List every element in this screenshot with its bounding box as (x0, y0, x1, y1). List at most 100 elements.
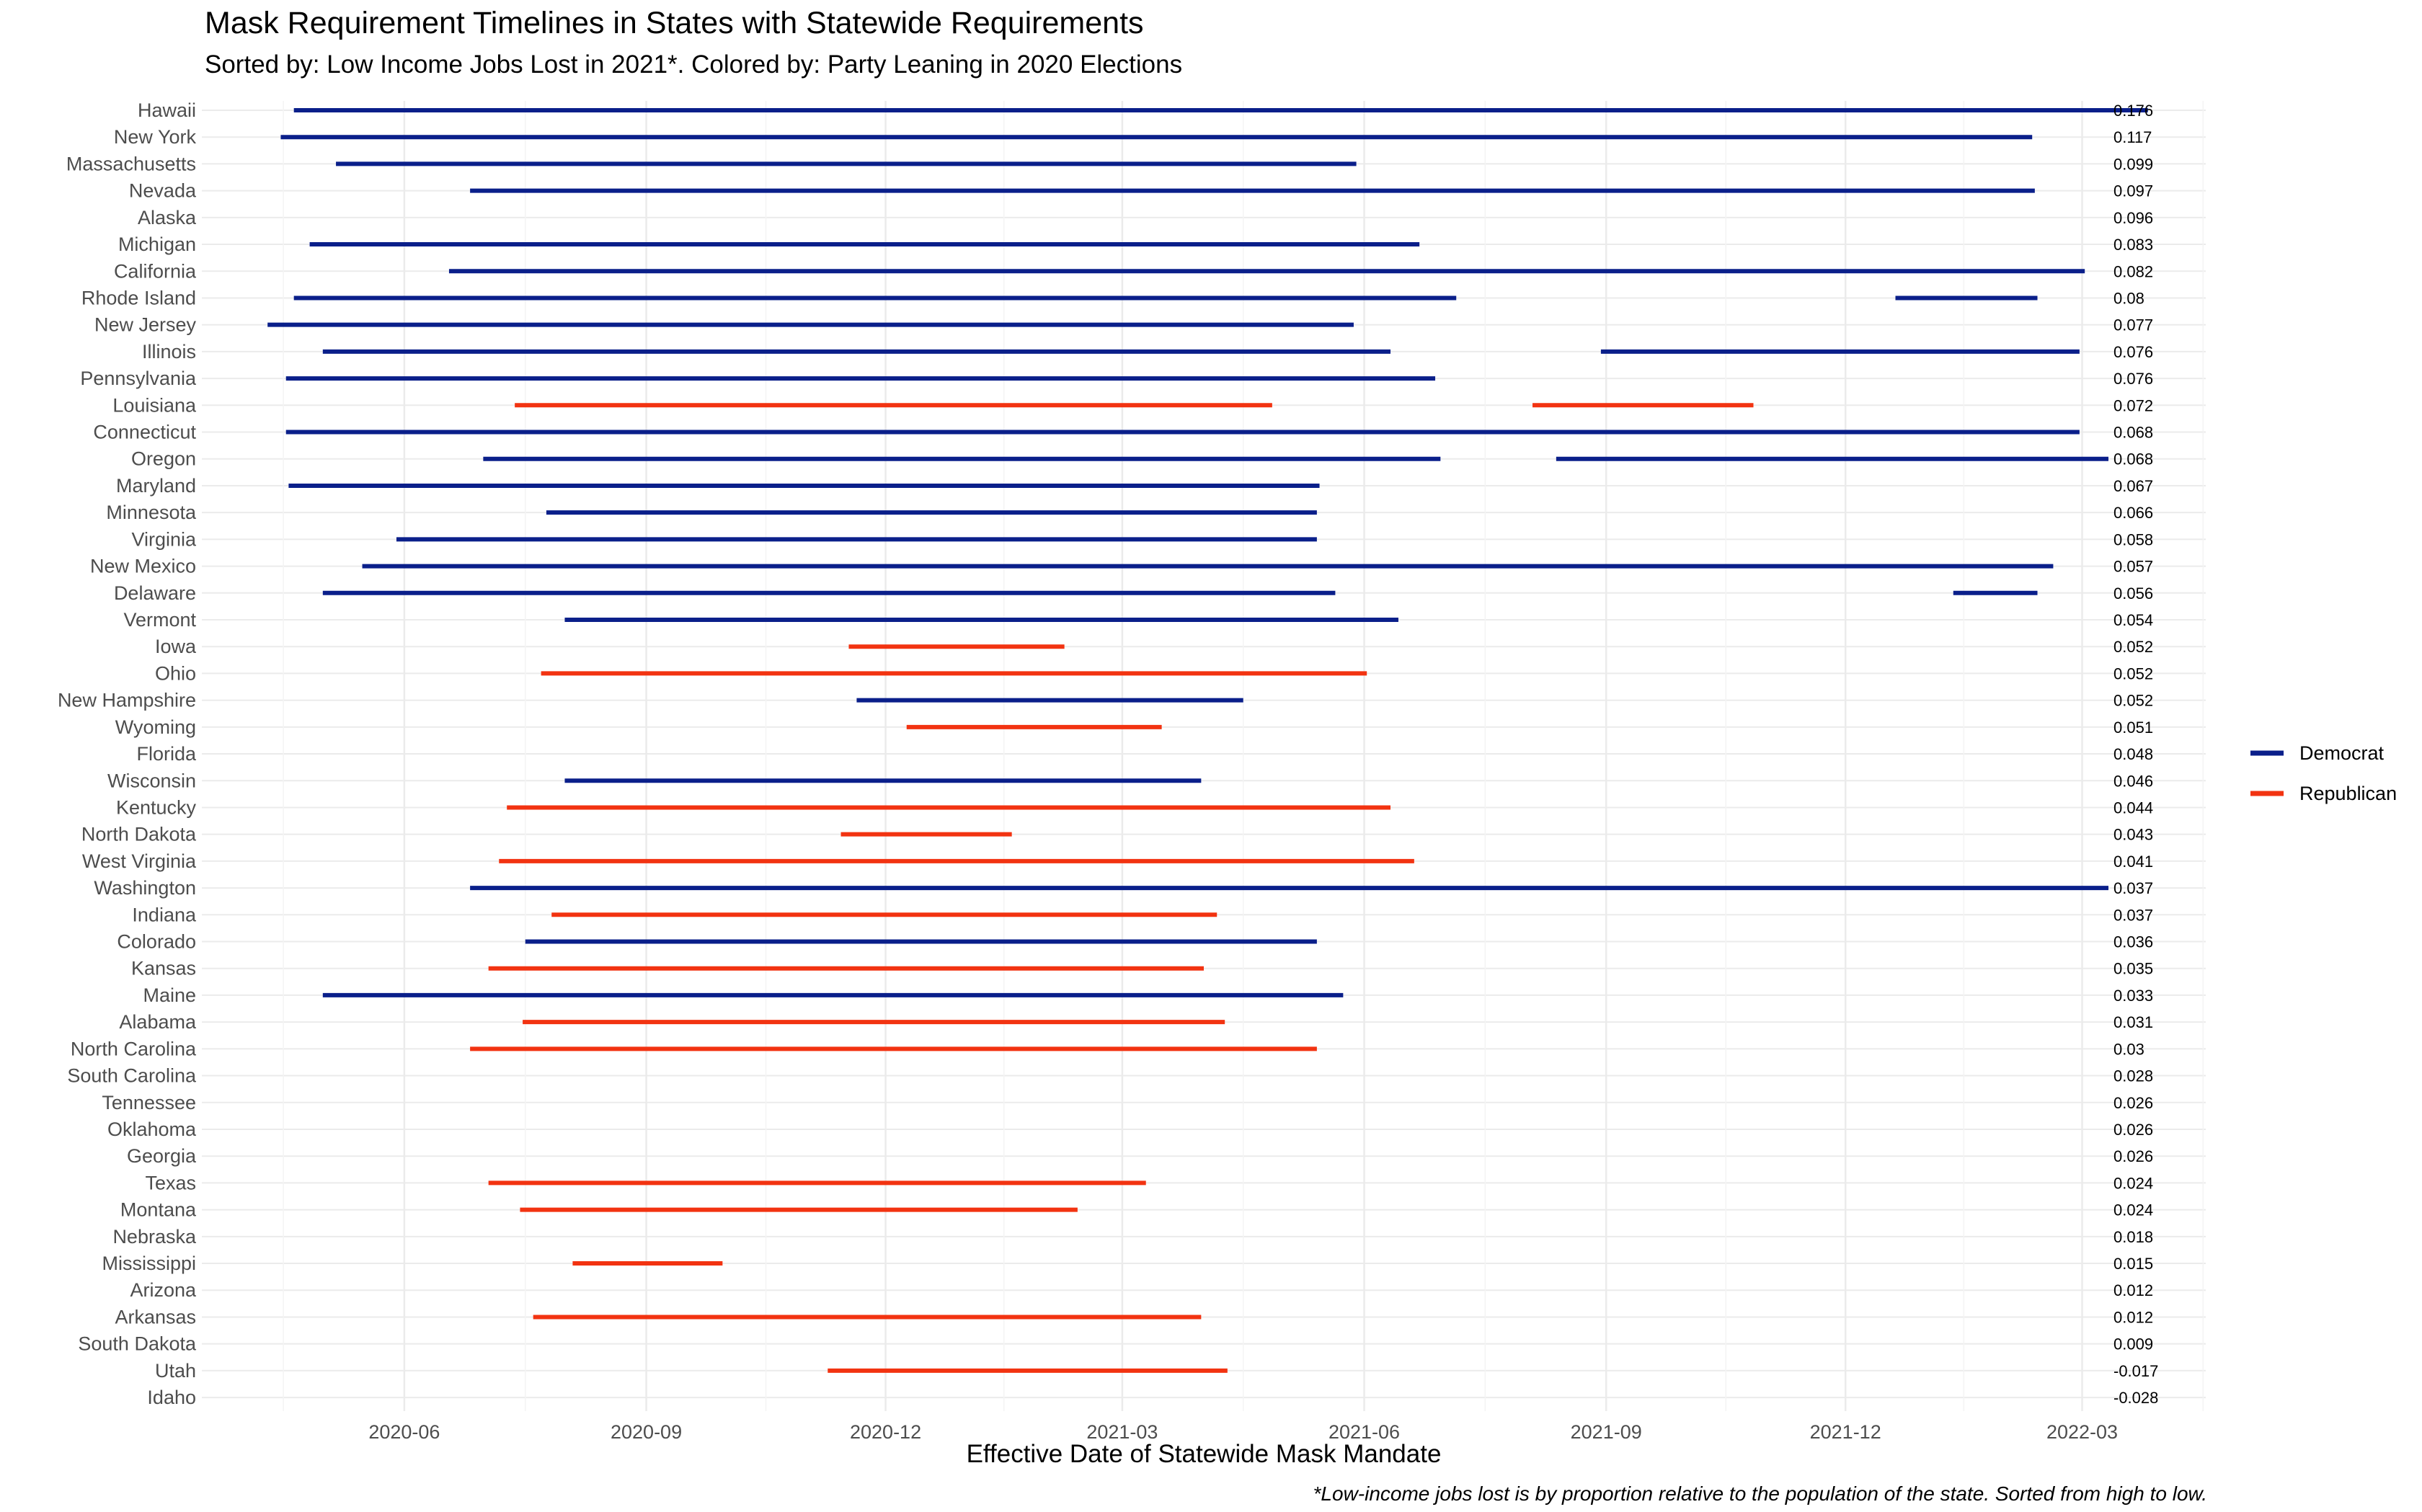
jobs-lost-value: 0.048 (2113, 745, 2153, 763)
state-label: Washington (94, 877, 196, 899)
jobs-lost-value: 0.031 (2113, 1013, 2153, 1031)
state-label: Michigan (118, 234, 196, 255)
state-label: California (114, 260, 197, 282)
jobs-lost-value: 0.068 (2113, 450, 2153, 468)
state-label: Delaware (114, 582, 196, 604)
y-axis-state-labels: Hawaii New York Massachusetts Nevada Alaska M… (58, 99, 197, 1408)
jobs-lost-value: 0.099 (2113, 155, 2153, 173)
state-label: Wyoming (115, 716, 196, 738)
state-label: New Hampshire (58, 690, 196, 711)
state-label: Arizona (130, 1279, 197, 1301)
state-label: Arkansas (115, 1306, 196, 1328)
state-label: Indiana (132, 904, 197, 925)
state-label: Montana (120, 1199, 197, 1221)
jobs-lost-value: 0.066 (2113, 504, 2153, 522)
state-label: Maine (143, 984, 196, 1006)
state-label: Utah (155, 1360, 196, 1382)
state-label: North Carolina (71, 1038, 197, 1059)
jobs-lost-value: 0.068 (2113, 424, 2153, 442)
jobs-lost-value: 0.026 (2113, 1094, 2153, 1112)
x-axis-title: Effective Date of Statewide Mask Mandate (966, 1440, 1442, 1468)
state-label: Rhode Island (81, 287, 196, 308)
jobs-lost-value: 0.03 (2113, 1040, 2144, 1058)
state-label: Kansas (131, 958, 196, 979)
jobs-lost-value: -0.028 (2113, 1389, 2158, 1407)
jobs-lost-value: 0.046 (2113, 772, 2153, 790)
state-label: Georgia (127, 1145, 197, 1167)
jobs-lost-value: 0.056 (2113, 584, 2153, 602)
jobs-lost-value: 0.024 (2113, 1201, 2153, 1219)
state-label: New Mexico (90, 556, 196, 577)
state-label: Louisiana (112, 394, 197, 416)
state-label: South Carolina (67, 1065, 197, 1087)
state-label: Minnesota (106, 502, 197, 523)
state-label: Massachusetts (66, 153, 196, 174)
jobs-lost-value: 0.037 (2113, 906, 2153, 924)
state-label: Colorado (117, 931, 196, 953)
legend-label: Republican (2299, 783, 2397, 804)
x-tick-label: 2020-06 (368, 1421, 440, 1443)
state-label: Vermont (123, 609, 196, 631)
jobs-lost-value: 0.024 (2113, 1174, 2153, 1192)
jobs-lost-value: 0.08 (2113, 289, 2144, 307)
jobs-lost-value: 0.117 (2113, 128, 2152, 146)
state-label: Mississippi (102, 1253, 196, 1274)
legend: Democrat Republican (2250, 742, 2397, 804)
state-label: Illinois (142, 341, 196, 363)
jobs-lost-value: 0.067 (2113, 477, 2153, 495)
jobs-lost-value: 0.012 (2113, 1281, 2153, 1299)
jobs-lost-value: 0.044 (2113, 799, 2153, 817)
jobs-lost-value: 0.041 (2113, 853, 2153, 871)
state-label: North Dakota (81, 824, 197, 845)
jobs-lost-value: 0.077 (2113, 316, 2153, 334)
jobs-lost-value: 0.036 (2113, 933, 2153, 951)
state-label: Wisconsin (107, 770, 196, 791)
state-label: Texas (145, 1172, 196, 1193)
x-tick-label: 2022-03 (2046, 1421, 2118, 1443)
chart-title: Mask Requirement Timelines in States wit… (205, 6, 1144, 40)
jobs-lost-value: 0.009 (2113, 1335, 2153, 1353)
x-tick-label: 2021-12 (1810, 1421, 1881, 1443)
x-axis-tick-labels: 2020-06 2020-09 2020-12 2021-03 2021-06 2021-… (368, 1421, 2118, 1443)
state-label: Florida (136, 743, 197, 765)
jobs-lost-value: 0.072 (2113, 396, 2153, 414)
x-tick-label: 2021-09 (1571, 1421, 1642, 1443)
state-label: Nevada (129, 180, 197, 202)
jobs-lost-value: 0.018 (2113, 1228, 2153, 1246)
state-label: Iowa (155, 636, 197, 657)
chart-subtitle: Sorted by: Low Income Jobs Lost in 2021*… (205, 50, 1183, 79)
jobs-lost-value: 0.076 (2113, 343, 2153, 361)
state-label: West Virginia (82, 850, 197, 872)
jobs-lost-value: 0.076 (2113, 370, 2153, 388)
state-label: South Dakota (78, 1333, 197, 1355)
jobs-lost-value: 0.012 (2113, 1308, 2153, 1326)
jobs-lost-value: 0.051 (2113, 719, 2153, 737)
jobs-lost-value: 0.096 (2113, 209, 2153, 227)
state-label: Pennsylvania (80, 368, 197, 389)
jobs-lost-value: 0.097 (2113, 182, 2153, 200)
state-label: New York (114, 126, 197, 148)
chart-caption: *Low-income jobs lost is by proportion r… (1313, 1482, 2207, 1505)
state-label: Alaska (138, 207, 197, 228)
jobs-lost-value: 0.043 (2113, 826, 2153, 844)
state-label: Alabama (119, 1011, 197, 1033)
mandate-bars (267, 108, 2148, 1373)
jobs-lost-value: 0.052 (2113, 638, 2153, 656)
jobs-lost-value: 0.052 (2113, 692, 2153, 710)
jobs-lost-value: 0.052 (2113, 664, 2153, 682)
jobs-lost-value: 0.083 (2113, 236, 2153, 254)
jobs-lost-value: 0.026 (2113, 1147, 2153, 1165)
jobs-lost-value: 0.028 (2113, 1067, 2153, 1085)
jobs-lost-value: 0.054 (2113, 611, 2153, 629)
jobs-lost-value-labels: 0.176 0.117 0.099 0.097 0.096 0.083 0.082 0.08 0… (2113, 102, 2158, 1407)
state-label: New Jersey (94, 314, 197, 336)
state-label: Nebraska (112, 1226, 197, 1248)
state-label: Ohio (155, 662, 196, 684)
state-label: Tennessee (102, 1092, 196, 1113)
x-tick-label: 2021-03 (1086, 1421, 1158, 1443)
state-label: Maryland (116, 475, 196, 497)
state-label: Oklahoma (107, 1119, 197, 1140)
jobs-lost-value: 0.057 (2113, 558, 2153, 576)
jobs-lost-value: 0.037 (2113, 879, 2153, 897)
